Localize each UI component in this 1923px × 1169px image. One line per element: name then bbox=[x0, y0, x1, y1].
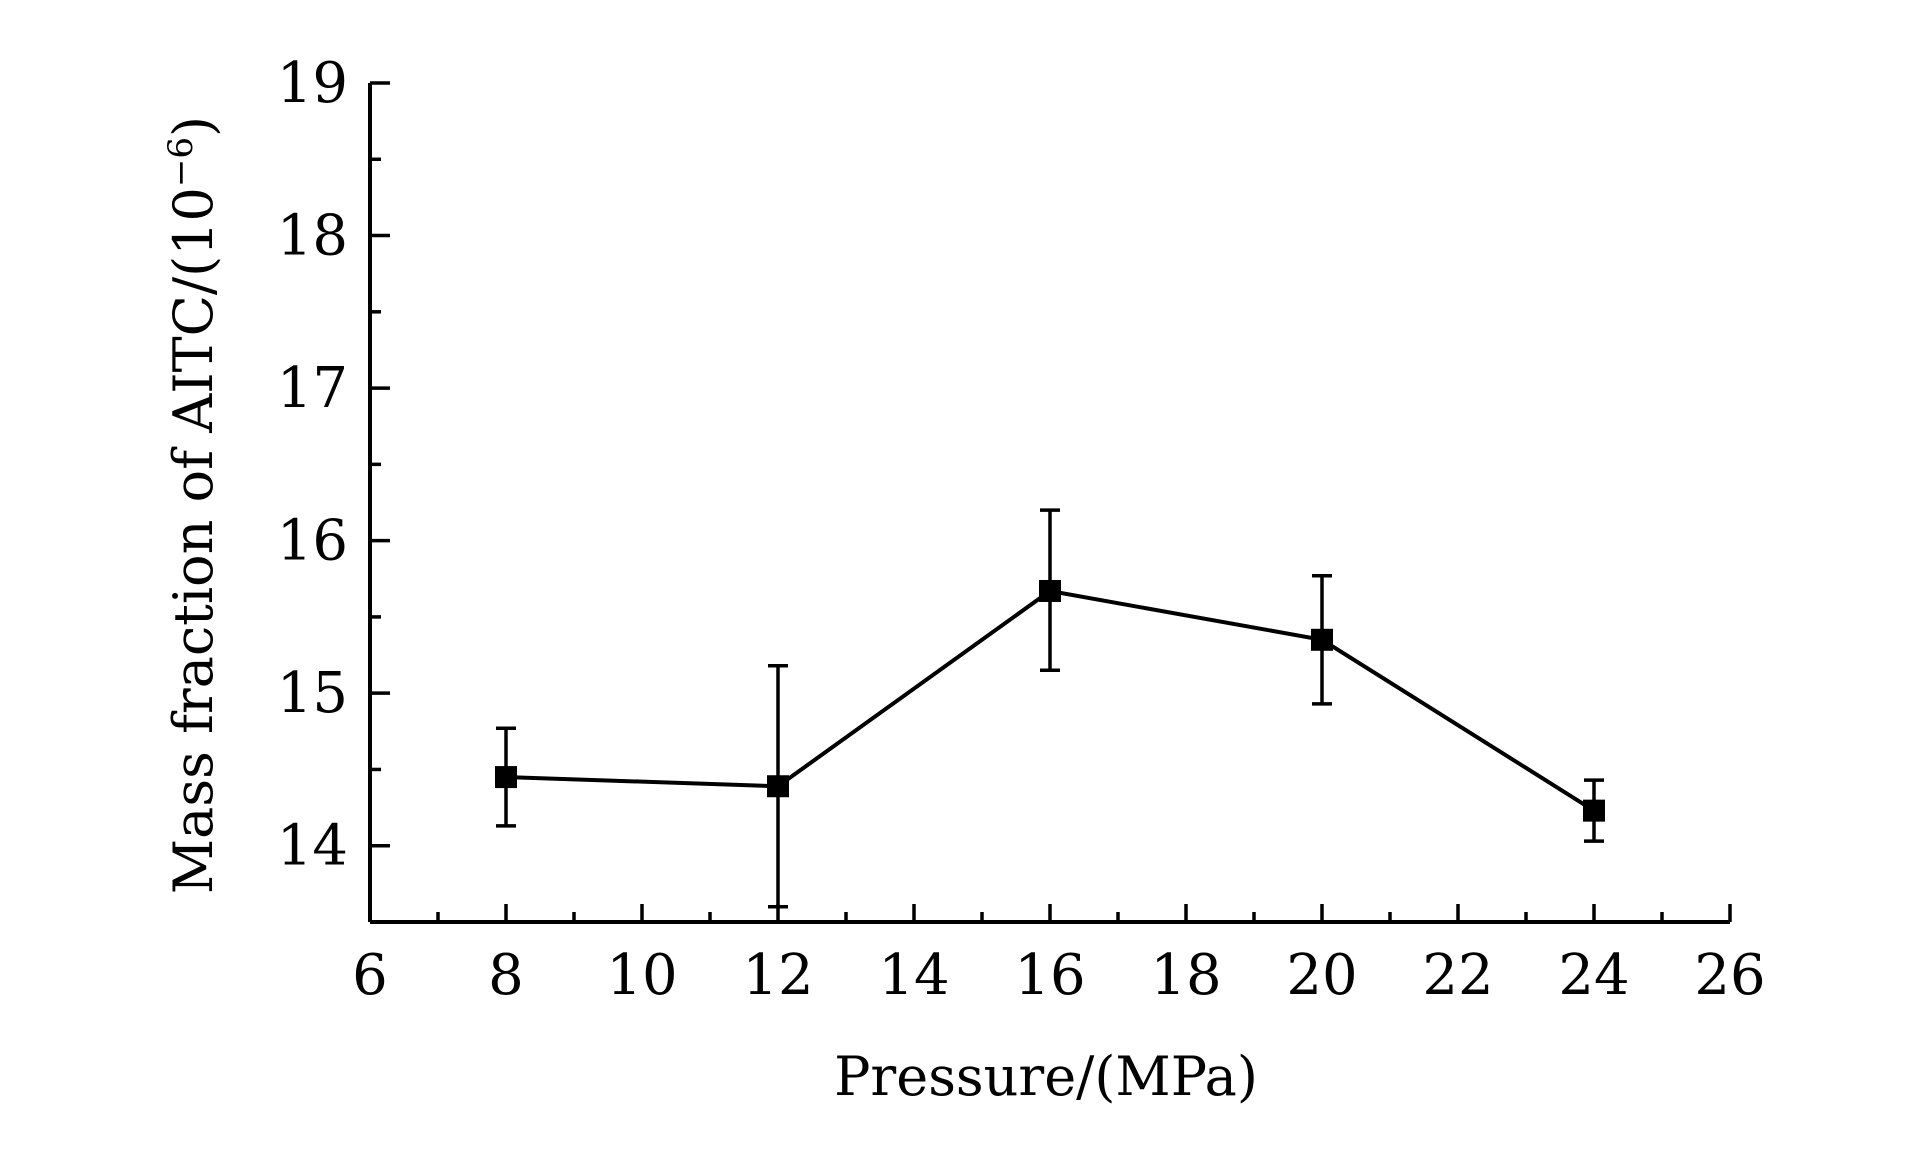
x-tick-label: 6 bbox=[352, 943, 388, 1008]
y-axis-label-main: Mass fraction of AITC/(10 bbox=[162, 187, 225, 894]
data-point bbox=[495, 766, 517, 789]
data-point bbox=[1039, 579, 1061, 602]
y-tick-label: 19 bbox=[277, 51, 348, 116]
y-tick-label: 15 bbox=[277, 661, 348, 726]
y-tick-label: 16 bbox=[277, 509, 348, 574]
y-tick-label: 17 bbox=[277, 356, 348, 421]
y-axis-label-exponent: −6 bbox=[161, 137, 201, 187]
y-tick-label: 14 bbox=[277, 814, 348, 879]
axis-labels: Pressure/(MPa) Mass fraction of AITC/(10… bbox=[161, 116, 1258, 1108]
error-bars bbox=[496, 508, 1604, 909]
x-tick-label: 24 bbox=[1558, 943, 1629, 1008]
ticks: 6 8 10 12 14 16 18 20 22 24 26 14 15 16 17 18 19 bbox=[277, 51, 1766, 1008]
data-point bbox=[1311, 628, 1333, 651]
x-tick-label: 22 bbox=[1422, 943, 1493, 1008]
x-tick-label: 18 bbox=[1150, 943, 1221, 1008]
x-tick-label: 10 bbox=[606, 943, 677, 1008]
x-tick-label: 26 bbox=[1694, 943, 1765, 1008]
x-tick-label: 20 bbox=[1286, 943, 1357, 1008]
y-tick-label: 18 bbox=[277, 204, 348, 269]
y-axis-label-end: ) bbox=[162, 116, 225, 137]
x-axis-label: Pressure/(MPa) bbox=[834, 1045, 1258, 1108]
x-tick-label: 14 bbox=[878, 943, 949, 1008]
series bbox=[495, 579, 1605, 822]
x-tick-label: 8 bbox=[488, 943, 524, 1008]
data-point bbox=[767, 775, 789, 798]
axes bbox=[368, 83, 1730, 924]
data-point bbox=[1583, 799, 1605, 822]
x-tick-label: 12 bbox=[742, 943, 813, 1008]
x-tick-label: 16 bbox=[1014, 943, 1085, 1008]
y-axis-label: Mass fraction of AITC/(10−6) bbox=[161, 116, 225, 894]
